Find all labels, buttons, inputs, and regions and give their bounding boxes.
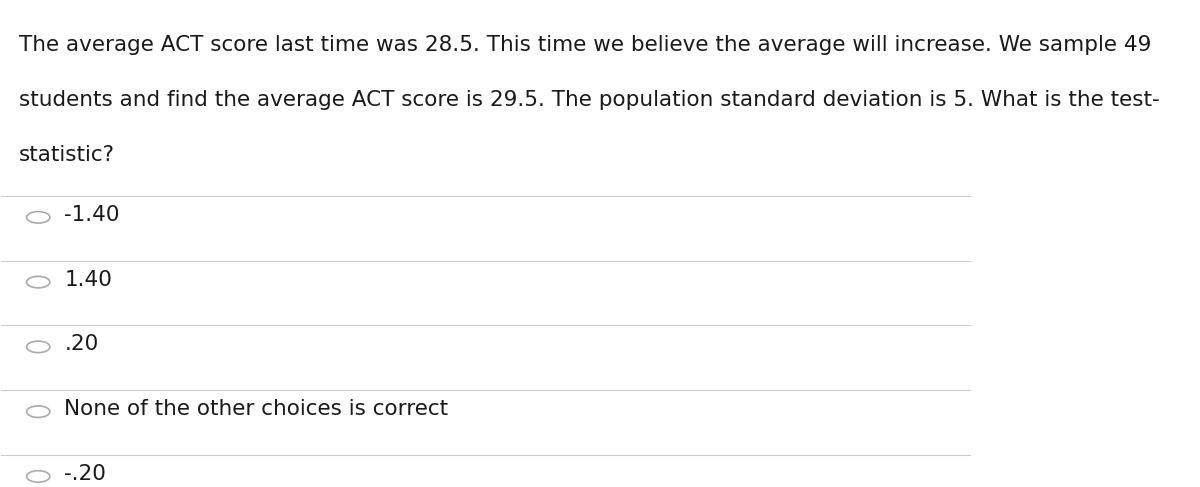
Text: The average ACT score last time was 28.5. This time we believe the average will : The average ACT score last time was 28.5… xyxy=(19,35,1151,55)
Text: -1.40: -1.40 xyxy=(65,205,120,225)
Text: statistic?: statistic? xyxy=(19,145,115,166)
Text: -.20: -.20 xyxy=(65,464,107,484)
Text: 1.40: 1.40 xyxy=(65,270,113,290)
Text: None of the other choices is correct: None of the other choices is correct xyxy=(65,399,449,419)
Text: .20: .20 xyxy=(65,335,98,355)
Text: students and find the average ACT score is 29.5. The population standard deviati: students and find the average ACT score … xyxy=(19,90,1159,110)
